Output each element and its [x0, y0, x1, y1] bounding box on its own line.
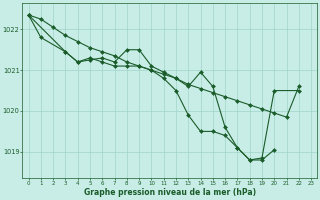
X-axis label: Graphe pression niveau de la mer (hPa): Graphe pression niveau de la mer (hPa) — [84, 188, 256, 197]
